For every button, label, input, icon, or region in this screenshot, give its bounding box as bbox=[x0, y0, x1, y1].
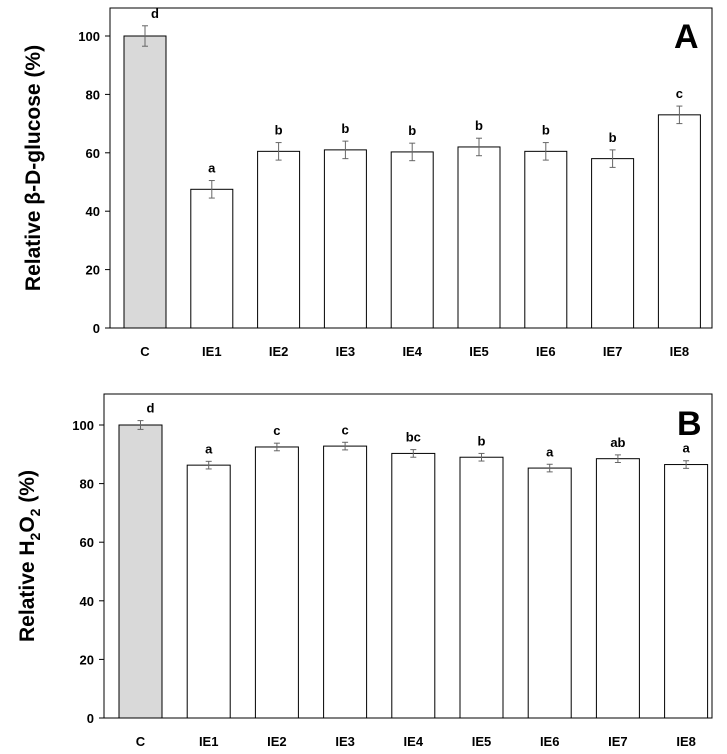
x-tick-label-a-ie1: IE1 bbox=[202, 344, 222, 359]
panel-a: 0 20 40 60 80 100 d Ca IE1 b IE2 b IE3 b IE4 b IE5 b IE6 b I… bbox=[22, 6, 713, 359]
significance-label-b-ie8: a bbox=[682, 441, 690, 456]
y-tick-label-a-40: 40 bbox=[86, 204, 100, 219]
y-tick-label-b-100: 100 bbox=[72, 418, 94, 433]
y-tick-label-a-100: 100 bbox=[78, 29, 100, 44]
bar-a-ie8 bbox=[657, 114, 701, 329]
significance-label-b-ie7: ab bbox=[610, 435, 625, 450]
significance-label-a-ie1: a bbox=[208, 161, 216, 176]
x-tick-label-a-ie5: IE5 bbox=[469, 344, 489, 359]
significance-label-b-ie5: b bbox=[478, 433, 486, 448]
bar-a-ie7 bbox=[591, 158, 635, 329]
y-tick-label-b-0: 0 bbox=[87, 711, 94, 726]
significance-label-b-ie3: c bbox=[341, 422, 348, 437]
significance-label-b-c: d bbox=[147, 401, 155, 416]
significance-label-b-ie6: a bbox=[546, 444, 554, 459]
y-tick-label-a-60: 60 bbox=[86, 146, 100, 161]
x-tick-label-a-ie2: IE2 bbox=[269, 344, 289, 359]
y-tick-label-a-0: 0 bbox=[93, 321, 100, 336]
bar-b-ie1 bbox=[186, 464, 231, 719]
y-tick-label-b-40: 40 bbox=[80, 594, 94, 609]
bar-b-ie4 bbox=[391, 452, 436, 719]
x-tick-label-b-ie4: IE4 bbox=[404, 734, 424, 749]
x-tick-label-b-ie5: IE5 bbox=[472, 734, 492, 749]
bar-b-ie5 bbox=[459, 456, 504, 719]
y-axis-label-b-sub1: 2 bbox=[27, 532, 43, 540]
x-tick-label-b-ie6: IE6 bbox=[540, 734, 560, 749]
significance-label-a-ie8: c bbox=[676, 86, 683, 101]
bar-b-ie3 bbox=[323, 445, 368, 719]
x-tick-label-b-ie1: IE1 bbox=[199, 734, 219, 749]
x-tick-label-b-ie8: IE8 bbox=[676, 734, 696, 749]
y-axis-label-b-part3: (%) bbox=[16, 470, 39, 509]
y-tick-label-b-60: 60 bbox=[80, 535, 94, 550]
bar-a-ie1 bbox=[190, 188, 234, 329]
x-tick-label-b-ie3: IE3 bbox=[335, 734, 355, 749]
significance-label-a-ie4: b bbox=[408, 123, 416, 138]
bar-a-c bbox=[123, 35, 167, 329]
y-tick-label-b-20: 20 bbox=[80, 652, 94, 667]
significance-label-b-ie1: a bbox=[205, 441, 213, 456]
significance-label-a-ie2: b bbox=[275, 123, 283, 138]
bar-a-ie6 bbox=[524, 150, 568, 329]
significance-label-a-ie3: b bbox=[341, 121, 349, 136]
panel-letter-a: A bbox=[674, 18, 699, 56]
bar-a-ie3 bbox=[323, 149, 367, 329]
x-tick-label-a-ie7: IE7 bbox=[603, 344, 623, 359]
y-axis-label-b-sub2: 2 bbox=[27, 508, 43, 516]
bar-b-ie7 bbox=[595, 458, 640, 719]
bar-a-ie5 bbox=[457, 146, 501, 329]
panel-b: 0 20 40 60 80 100 d Ca IE1 c IE2 c IE3 bc IE4 b IE5 a IE6 a… bbox=[16, 393, 713, 749]
panel-letter-b: B bbox=[677, 405, 702, 443]
significance-label-b-ie4: bc bbox=[406, 430, 421, 445]
significance-label-a-ie5: b bbox=[475, 118, 483, 133]
x-tick-label-b-c: C bbox=[136, 734, 146, 749]
bar-b-c bbox=[118, 424, 163, 719]
x-tick-label-a-ie3: IE3 bbox=[336, 344, 356, 359]
y-axis-label-a: Relative β-D-glucose (%) bbox=[22, 45, 45, 291]
significance-label-b-ie2: c bbox=[273, 423, 280, 438]
y-tick-label-b-80: 80 bbox=[80, 477, 94, 492]
x-tick-label-a-ie8: IE8 bbox=[670, 344, 690, 359]
y-axis-label-b-part1: Relative H bbox=[16, 540, 39, 642]
x-tick-label-a-c: C bbox=[140, 344, 150, 359]
significance-label-a-ie6: b bbox=[542, 123, 550, 138]
x-tick-label-a-ie6: IE6 bbox=[536, 344, 556, 359]
y-tick-label-a-20: 20 bbox=[86, 263, 100, 278]
y-axis-label-b-part2: O bbox=[16, 516, 39, 532]
y-tick-label-a-80: 80 bbox=[86, 87, 100, 102]
bar-a-ie4 bbox=[390, 151, 434, 329]
x-tick-label-b-ie2: IE2 bbox=[267, 734, 287, 749]
significance-label-a-c: d bbox=[151, 6, 159, 21]
x-tick-label-a-ie4: IE4 bbox=[402, 344, 422, 359]
bar-b-ie6 bbox=[527, 467, 572, 719]
bar-b-ie2 bbox=[254, 446, 299, 719]
x-tick-label-b-ie7: IE7 bbox=[608, 734, 628, 749]
bar-a-ie2 bbox=[257, 150, 301, 329]
bar-b-ie8 bbox=[664, 464, 709, 719]
significance-label-a-ie7: b bbox=[609, 130, 617, 145]
y-axis-label-b: Relative H2O2 (%) bbox=[16, 470, 43, 642]
